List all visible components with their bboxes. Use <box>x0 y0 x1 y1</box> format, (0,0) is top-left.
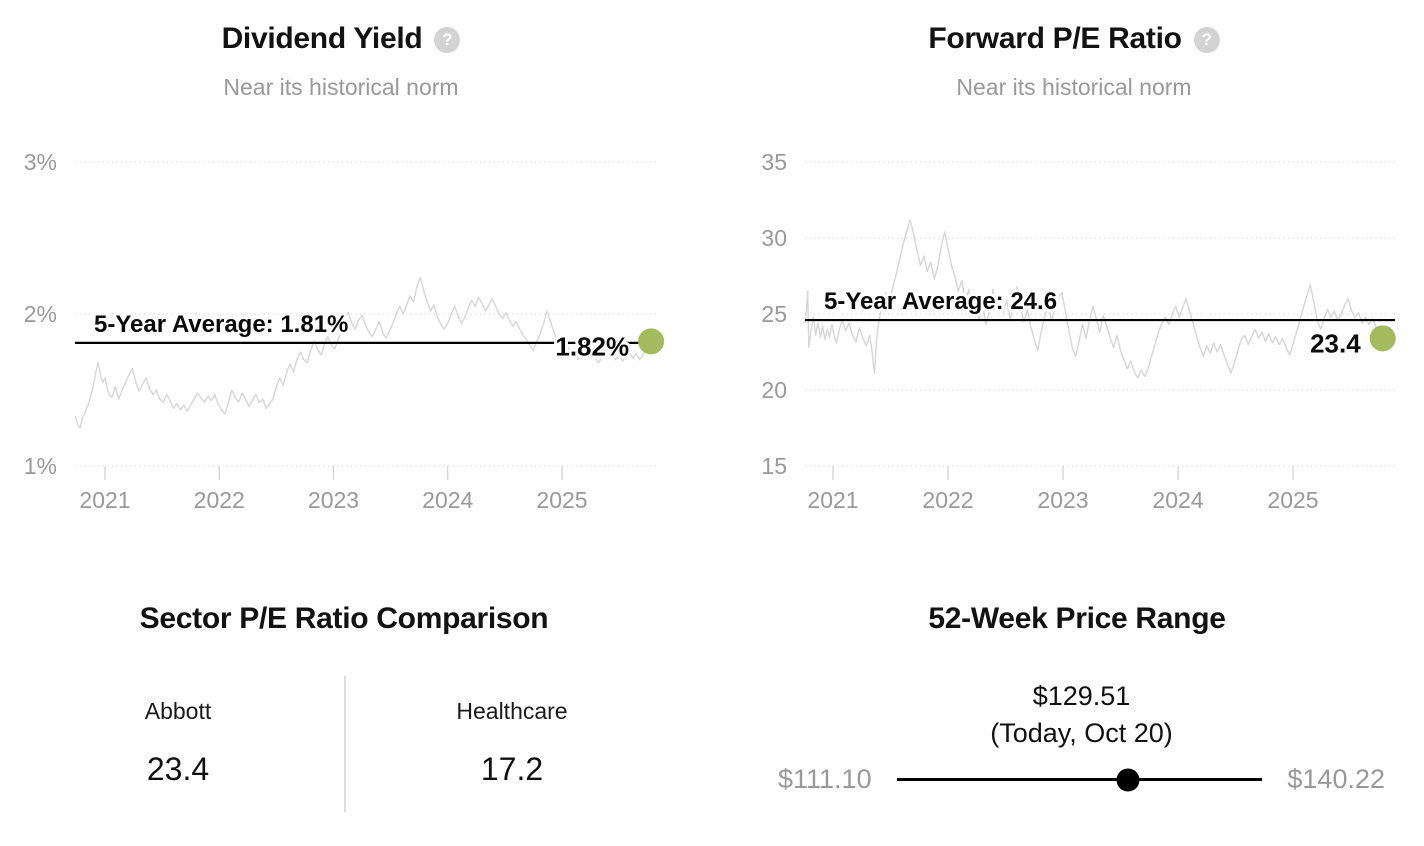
section-title: 52-Week Price Range <box>928 602 1226 635</box>
x-tick-label: 2021 <box>807 487 858 513</box>
x-tick-label: 2023 <box>1037 487 1088 513</box>
page-title: Forward P/E Ratio <box>928 22 1182 55</box>
comparison-value: 17.2 <box>480 751 544 787</box>
vertical-divider <box>344 676 346 812</box>
forward-pe-chart-canvas[interactable]: 35 30 25 20 15 2021 2022 2023 2024 2025 5-Year Ave… <box>712 130 1424 545</box>
x-tick-label: 2024 <box>1152 487 1203 513</box>
x-tick-label: 2025 <box>536 487 587 513</box>
current-value-label: 23.4 <box>1310 328 1361 358</box>
price-range-block: $129.51 (Today, Oct 20) $111.10 $140.22 <box>778 678 1385 795</box>
x-tick-label: 2025 <box>1267 487 1318 513</box>
forward-pe-panel: Forward P/E Ratio ? Near its historical … <box>712 0 1424 560</box>
forward-pe-header: Forward P/E Ratio ? <box>712 22 1424 56</box>
price-range-line <box>896 778 1263 781</box>
y-tick-label: 30 <box>761 225 787 251</box>
history-series-line <box>74 276 652 429</box>
chart-subtitle: Near its historical norm <box>223 74 459 100</box>
current-price-label: $129.51 <box>1032 681 1131 711</box>
average-label: 5-Year Average: 24.6 <box>824 288 1057 315</box>
price-range-track <box>896 767 1263 793</box>
comparison-cell-abbott: Abbott 23.4 <box>12 676 344 812</box>
chart-subtitle: Near its historical norm <box>956 74 1192 100</box>
comparison-cell-healthcare: Healthcare 17.2 <box>346 676 678 812</box>
comparison-row: Abbott 23.4 Healthcare 17.2 <box>12 676 678 812</box>
average-label: 5-Year Average: 1.81% <box>94 311 348 338</box>
help-icon[interactable]: ? <box>1193 27 1220 53</box>
y-tick-label: 20 <box>761 377 787 403</box>
page-title: Dividend Yield <box>221 22 423 55</box>
comparison-label: Abbott <box>144 698 212 724</box>
dividend-yield-chart-canvas[interactable]: 3% 2% 1% 2021 2022 2023 2024 2025 5-Year Average… <box>0 130 712 545</box>
x-tick-label: 2021 <box>79 487 130 513</box>
x-tick-label: 2023 <box>308 487 359 513</box>
current-value-label: 1.82% <box>555 331 629 361</box>
dividend-yield-header: Dividend Yield ? <box>0 22 712 56</box>
y-tick-label: 25 <box>761 301 787 327</box>
range-low-label: $111.10 <box>778 764 872 794</box>
price-range-panel: 52-Week Price Range $129.51 (Today, Oct … <box>712 600 1424 846</box>
help-icon[interactable]: ? <box>434 27 461 53</box>
x-tick-label: 2022 <box>194 487 245 513</box>
current-price-caption: (Today, Oct 20) <box>990 718 1173 748</box>
y-tick-label: 1% <box>24 453 57 479</box>
history-series-line <box>804 219 1384 379</box>
current-value-dot <box>1369 325 1396 352</box>
range-high-label: $140.22 <box>1287 764 1385 794</box>
y-tick-label: 35 <box>761 149 787 175</box>
current-value-dot <box>638 328 665 355</box>
y-tick-label: 15 <box>761 453 787 479</box>
dividend-yield-panel: Dividend Yield ? Near its historical nor… <box>0 0 712 560</box>
sector-pe-comparison-panel: Sector P/E Ratio Comparison Abbott 23.4 … <box>0 600 712 846</box>
x-tick-label: 2022 <box>922 487 973 513</box>
comparison-value: 23.4 <box>146 751 210 787</box>
x-tick-label: 2024 <box>422 487 473 513</box>
y-tick-label: 3% <box>24 149 57 175</box>
price-range-slider-row: $111.10 $140.22 <box>778 764 1385 795</box>
section-title: Sector P/E Ratio Comparison <box>139 602 549 635</box>
comparison-label: Healthcare <box>456 698 568 724</box>
current-price-marker <box>1116 768 1140 791</box>
y-tick-label: 2% <box>24 301 57 327</box>
